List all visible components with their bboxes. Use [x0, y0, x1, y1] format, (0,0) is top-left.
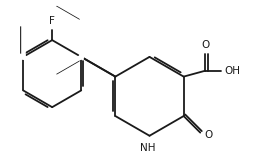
- Text: OH: OH: [224, 66, 240, 76]
- Text: F: F: [49, 16, 55, 26]
- Text: O: O: [205, 130, 213, 140]
- Text: O: O: [201, 40, 209, 50]
- Text: NH: NH: [140, 143, 155, 153]
